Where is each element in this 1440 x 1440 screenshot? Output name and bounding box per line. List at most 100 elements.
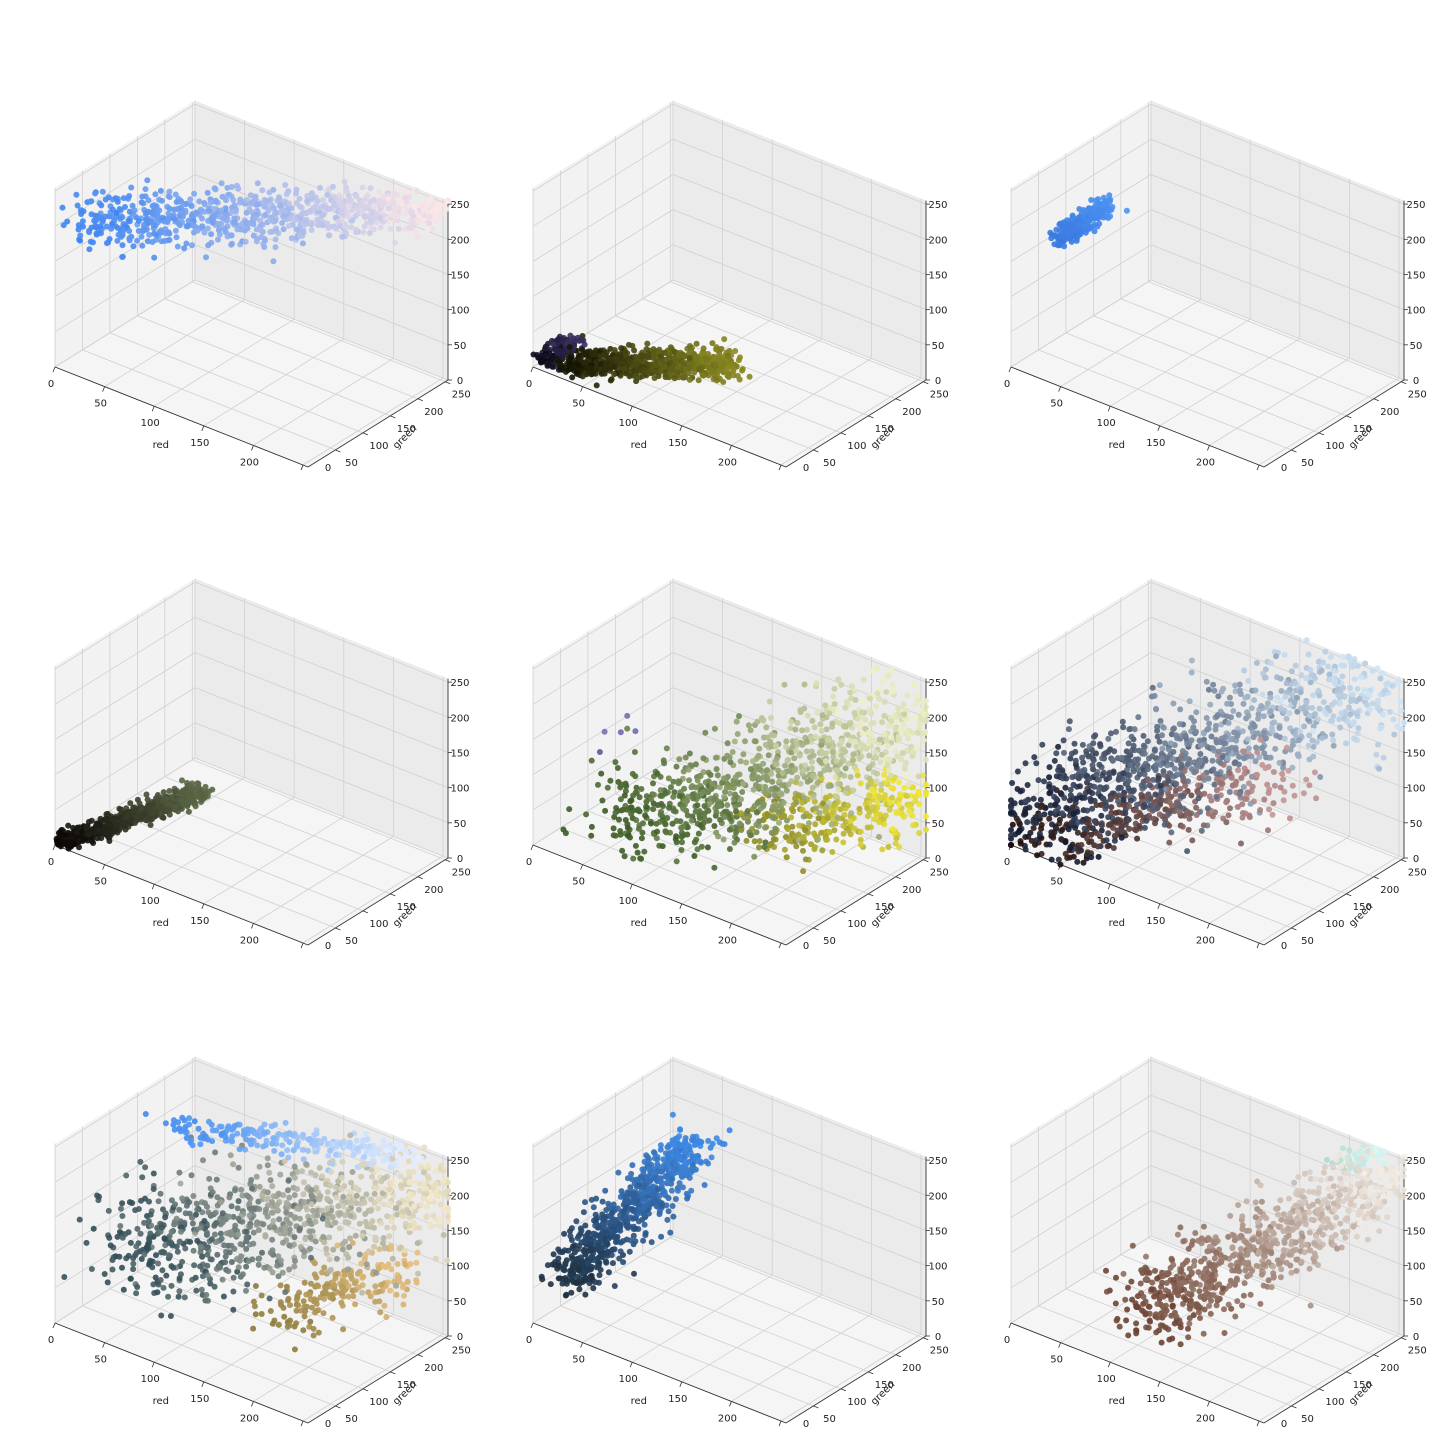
x-tick-mark [778, 942, 782, 949]
data-point [893, 835, 900, 842]
data-point [1265, 827, 1271, 834]
data-point [810, 752, 817, 759]
data-point [1239, 748, 1246, 755]
data-point [704, 357, 711, 363]
z-tick-label: 250 [450, 678, 469, 689]
data-point [878, 787, 885, 793]
y-tick-label: 0 [803, 463, 809, 474]
data-point [1212, 726, 1219, 733]
scatter3d-svg: 0501001502002505010015020025000501001502… [1004, 578, 1427, 952]
data-point [353, 229, 360, 236]
data-point [1399, 726, 1406, 732]
data-point [1298, 705, 1305, 712]
data-point [158, 227, 165, 234]
data-point [1226, 789, 1233, 795]
tick-labels: 0501001502002505010015020025000501001502… [48, 200, 471, 474]
y-tick-mark [1401, 381, 1407, 385]
data-point [1340, 684, 1346, 691]
data-point [652, 362, 659, 369]
x-tick-mark [1157, 425, 1161, 431]
data-point [199, 223, 206, 230]
axis-line [54, 844, 309, 946]
x-tick-mark [251, 445, 254, 451]
data-point [366, 230, 373, 236]
data-point [852, 764, 858, 771]
data-point [756, 838, 763, 844]
data-point [165, 807, 172, 814]
data-point [920, 699, 927, 705]
data-point [1382, 687, 1389, 694]
data-point [1159, 745, 1166, 752]
data-point [142, 211, 149, 218]
y-tick-mark [362, 910, 369, 914]
grid-line [532, 138, 674, 227]
data-point [406, 224, 413, 231]
data-point [421, 205, 428, 212]
data-point [142, 808, 149, 814]
data-point [762, 824, 769, 831]
data-point [1380, 754, 1387, 761]
data-point [822, 795, 829, 802]
data-point [412, 229, 419, 236]
data-point [1346, 704, 1352, 711]
data-point [872, 749, 879, 756]
data-point [1209, 757, 1216, 764]
data-point [370, 203, 377, 210]
data-point [1215, 748, 1222, 755]
data-point [873, 703, 879, 710]
data-point [214, 220, 221, 227]
data-point [1320, 699, 1327, 706]
z-tick-label: 200 [1406, 713, 1425, 724]
data-point [426, 198, 433, 205]
data-point [772, 785, 779, 791]
data-point [737, 758, 744, 765]
data-point [1105, 215, 1112, 221]
data-point [122, 204, 128, 210]
data-point [810, 772, 816, 779]
data-point [192, 800, 199, 807]
x-tick-mark [300, 942, 304, 949]
grid-line [194, 722, 449, 824]
data-point [1307, 679, 1314, 686]
y-tick-mark [1318, 432, 1325, 436]
data-point [1267, 660, 1274, 667]
data-point [1261, 674, 1268, 681]
y-tick-label: 0 [1281, 463, 1287, 474]
data-point [1162, 806, 1169, 813]
data-point [696, 812, 703, 819]
data-point [717, 816, 724, 823]
grid-line [253, 358, 394, 446]
data-point [1055, 743, 1062, 750]
data-point [648, 820, 654, 827]
grid-line [1109, 796, 1251, 885]
data-point [429, 226, 436, 232]
data-point [877, 759, 884, 765]
data-point [1316, 692, 1323, 699]
x-tick-mark [729, 923, 732, 929]
data-point [768, 743, 775, 750]
data-point [686, 750, 693, 757]
data-point [73, 829, 80, 836]
data-point [262, 237, 269, 244]
data-point [1280, 776, 1287, 783]
data-point [622, 370, 629, 377]
data-point [732, 348, 739, 354]
tick-labels: 0501001502002505010015020025000501001502… [1004, 200, 1427, 474]
y-tick-mark [1291, 927, 1297, 931]
data-point [152, 191, 159, 198]
data-point [147, 816, 154, 822]
z-tick-label: 200 [928, 235, 947, 246]
data-point [891, 683, 898, 690]
data-point [204, 189, 211, 196]
data-point [726, 826, 733, 833]
data-point [713, 766, 720, 773]
data-point [901, 764, 908, 771]
data-point [1362, 660, 1369, 667]
grid-line [82, 827, 336, 929]
data-point [905, 781, 912, 788]
data-point [853, 743, 860, 750]
data-point [612, 809, 619, 816]
data-point [678, 847, 685, 853]
data-point [632, 789, 639, 796]
data-point [847, 689, 854, 696]
